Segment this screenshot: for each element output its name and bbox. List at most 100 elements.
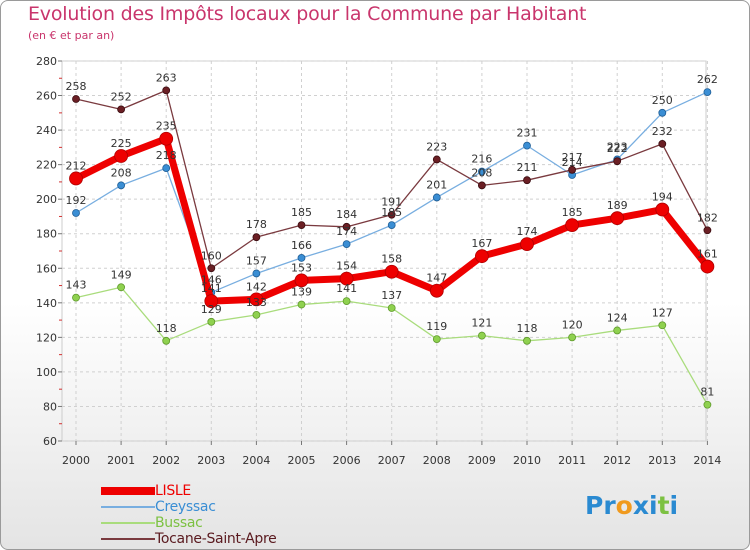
data-point — [252, 269, 261, 278]
data-label: 216 — [471, 153, 492, 166]
legend-label: Creyssac — [155, 499, 216, 515]
data-label: 119 — [426, 320, 447, 333]
data-label: 212 — [66, 159, 87, 172]
x-tick-label: 2012 — [603, 454, 631, 467]
data-point — [432, 335, 441, 343]
data-label: 129 — [201, 303, 222, 316]
data-point — [252, 233, 261, 242]
data-label: 223 — [607, 140, 628, 153]
y-tick-label: 220 — [36, 159, 57, 172]
data-label: 118 — [156, 322, 177, 335]
data-label: 225 — [111, 137, 132, 150]
data-label: 120 — [562, 318, 583, 331]
data-label: 166 — [291, 239, 312, 252]
data-label: 81 — [700, 386, 714, 399]
legend-swatch — [101, 538, 155, 540]
data-label: 154 — [336, 260, 357, 273]
data-label: 231 — [517, 127, 538, 140]
data-point — [477, 331, 486, 340]
y-tick-label: 140 — [36, 297, 57, 310]
data-point — [297, 254, 306, 262]
data-point — [387, 210, 396, 219]
data-point — [117, 181, 125, 190]
data-point — [252, 311, 261, 319]
data-label: 214 — [562, 156, 583, 169]
data-label: 192 — [66, 194, 87, 207]
y-tick-label: 100 — [36, 366, 57, 379]
x-tick-label: 2004 — [242, 454, 270, 467]
y-tick-label: 120 — [36, 331, 57, 344]
logo-letter: i — [649, 491, 658, 520]
legend-label: Tocane-Saint-Apre — [155, 531, 277, 547]
x-tick-label: 2003 — [197, 454, 225, 467]
data-point — [72, 293, 80, 302]
data-label: 174 — [517, 225, 538, 238]
data-point — [342, 240, 351, 248]
data-label: 208 — [471, 166, 492, 179]
data-point — [162, 86, 171, 95]
logo-letter: P — [585, 491, 604, 520]
data-point — [568, 333, 576, 342]
data-point — [297, 221, 306, 229]
data-label: 263 — [156, 71, 177, 84]
data-point — [72, 209, 80, 217]
logo-letter: i — [669, 491, 679, 520]
data-point — [384, 264, 399, 279]
data-label: 235 — [156, 120, 177, 133]
data-label: 250 — [652, 94, 673, 107]
x-tick-label: 2001 — [107, 454, 135, 467]
data-label: 185 — [562, 206, 583, 219]
data-point — [568, 165, 576, 174]
x-tick-label: 2013 — [648, 454, 676, 467]
data-point — [114, 149, 128, 163]
data-point — [477, 167, 486, 176]
logo-letter: r — [603, 491, 616, 520]
data-label: 252 — [111, 90, 132, 103]
data-label: 211 — [517, 161, 538, 174]
data-label: 218 — [156, 149, 177, 162]
data-label: 258 — [66, 80, 87, 93]
data-point — [69, 171, 83, 186]
data-label: 121 — [471, 317, 492, 330]
data-label: 158 — [381, 253, 402, 266]
data-label: 178 — [246, 218, 267, 231]
data-point — [204, 294, 219, 308]
legend-swatch — [101, 506, 155, 508]
data-point — [162, 336, 171, 345]
x-tick-label: 2000 — [62, 454, 90, 467]
x-tick-label: 2014 — [693, 454, 721, 467]
x-tick-label: 2002 — [152, 454, 180, 467]
data-point — [613, 326, 622, 335]
logo-letter: t — [657, 491, 670, 520]
legend-swatch — [101, 487, 155, 495]
data-label: 223 — [426, 140, 447, 153]
data-point — [658, 108, 667, 117]
x-tick-label: 2006 — [333, 454, 361, 467]
data-point — [565, 218, 579, 232]
chart-subtitle: (en € et par an) — [28, 29, 115, 42]
data-point — [162, 164, 171, 172]
data-label: 161 — [697, 248, 718, 261]
data-label: 232 — [652, 125, 673, 138]
y-tick-label: 160 — [36, 262, 57, 275]
data-point — [610, 211, 625, 226]
data-point — [432, 193, 441, 202]
data-point — [703, 226, 712, 235]
data-label: 189 — [607, 199, 628, 212]
data-label: 141 — [336, 282, 357, 295]
data-label: 146 — [201, 273, 222, 286]
data-label: 174 — [336, 225, 357, 238]
data-point — [523, 141, 531, 150]
data-label: 149 — [111, 268, 132, 281]
data-label: 185 — [291, 206, 312, 219]
chart-title: Evolution des Impôts locaux pour la Comm… — [28, 3, 587, 25]
data-point — [700, 259, 715, 274]
data-point — [523, 176, 531, 185]
plot-area — [61, 60, 707, 442]
x-tick-label: 2010 — [513, 454, 541, 467]
data-label: 182 — [697, 211, 718, 224]
y-tick-label: 240 — [36, 124, 57, 137]
data-point — [474, 249, 489, 264]
data-label: 160 — [201, 249, 222, 262]
